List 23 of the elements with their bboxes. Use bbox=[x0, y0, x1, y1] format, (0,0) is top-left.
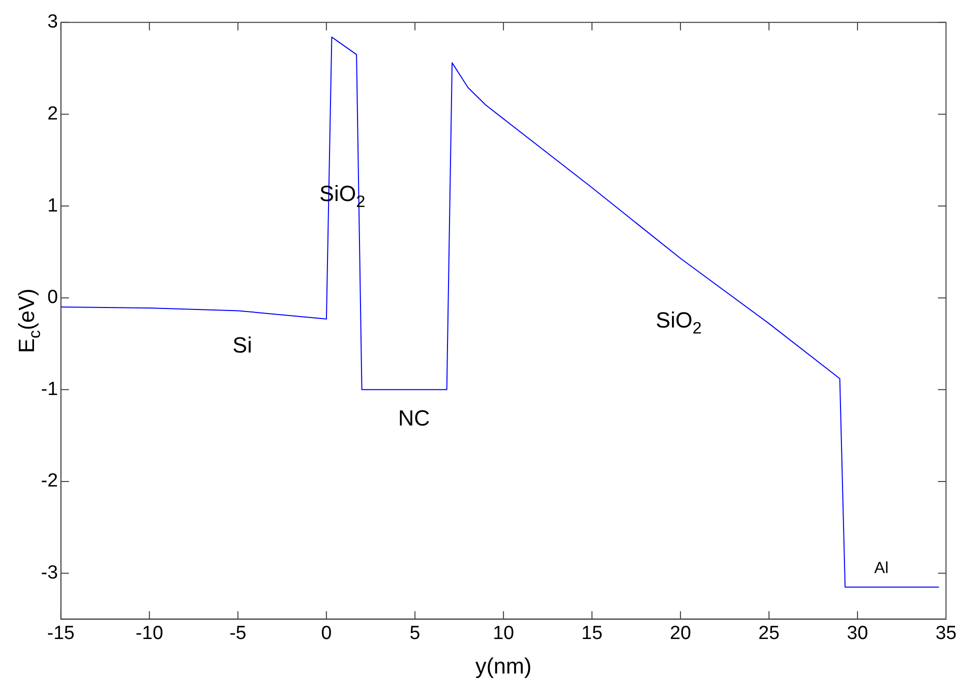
x-tick-label: -10 bbox=[136, 622, 164, 644]
x-tick-label: 35 bbox=[935, 622, 957, 644]
x-tick-label: 10 bbox=[492, 622, 514, 644]
y-tick-label: 2 bbox=[47, 103, 58, 124]
y-axis-title: Ec(eV) bbox=[14, 288, 44, 354]
x-tick-label: 0 bbox=[321, 622, 332, 644]
y-tick-label: -1 bbox=[40, 378, 58, 400]
annotation: Al bbox=[874, 560, 889, 577]
x-tick-label: 20 bbox=[670, 622, 692, 644]
x-tick-label: 30 bbox=[846, 622, 868, 644]
x-tick-label: -15 bbox=[47, 622, 75, 644]
y-tick-label: 1 bbox=[47, 195, 58, 216]
x-axis-title: y(nm) bbox=[475, 653, 532, 678]
y-tick-label: 3 bbox=[47, 12, 58, 33]
x-tick-label: 5 bbox=[410, 622, 420, 644]
x-tick-label: 15 bbox=[581, 622, 603, 644]
y-tick-label: 0 bbox=[47, 287, 58, 308]
y-tick-label: -2 bbox=[40, 470, 58, 492]
x-tick-label: -5 bbox=[229, 622, 246, 644]
annotation: Si bbox=[232, 332, 252, 358]
y-tick-label: -3 bbox=[40, 562, 58, 584]
annotation: NC bbox=[398, 405, 430, 430]
x-tick-label: 25 bbox=[758, 622, 780, 644]
